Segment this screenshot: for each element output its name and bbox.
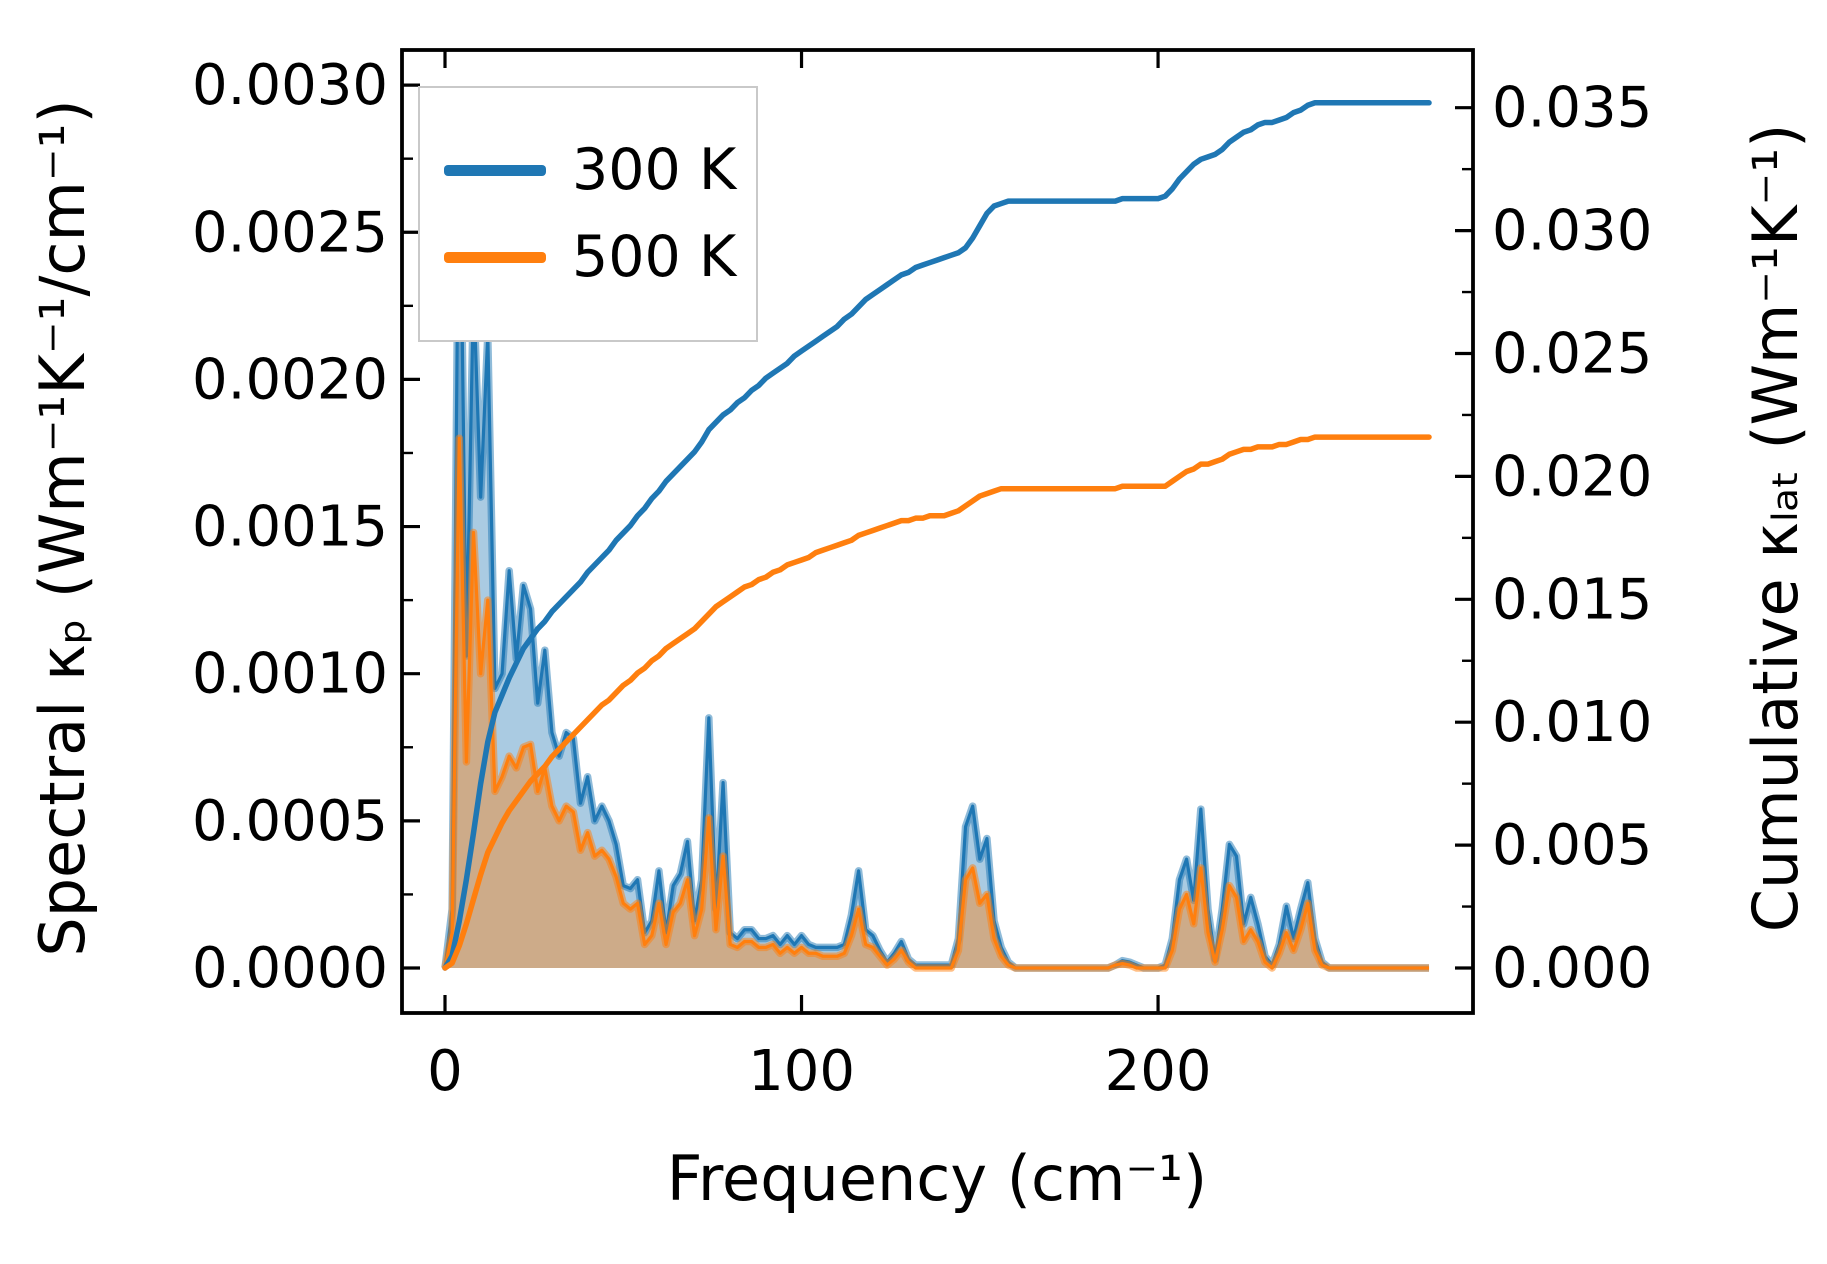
spectral-area-500k <box>445 438 1430 968</box>
y-left-tick-label: 0.0005 <box>192 789 388 854</box>
legend-swatch-300k-icon <box>444 165 546 176</box>
cumulative-line-300k <box>442 100 1432 971</box>
y-right-tick-label: 0.000 <box>1492 936 1652 1001</box>
y-left-axis-label: Spectral κₚ (Wm⁻¹K⁻¹/cm⁻¹) <box>26 99 99 956</box>
y-left-tick-label: 0.0015 <box>192 495 388 560</box>
plot-frame <box>400 48 1475 1015</box>
y-left-tick-label: 0.0020 <box>192 347 388 412</box>
legend: 300 K 500 K <box>418 86 758 342</box>
spectral-area-300k <box>445 105 1430 969</box>
legend-label-500k: 500 K <box>572 224 737 290</box>
y-right-tick-label: 0.025 <box>1492 322 1652 387</box>
legend-label-300k: 300 K <box>572 137 737 203</box>
y-left-tick-label: 0.0030 <box>192 53 388 118</box>
y-left-tick-label: 0.0025 <box>192 200 388 265</box>
y-right-tick-label: 0.010 <box>1492 690 1652 755</box>
y-left-tick-label: 0.0010 <box>192 642 388 707</box>
plot-border <box>400 48 1475 1015</box>
y-left-tick-label: 0.0000 <box>192 936 388 1001</box>
y-right-axis-label: Cumulative κₗₐₜ (Wm⁻¹K⁻¹) <box>1739 124 1812 933</box>
spectral-edge-500k <box>443 436 1430 970</box>
y-right-tick-label: 0.005 <box>1492 813 1652 878</box>
legend-item-300k: 300 K <box>444 142 756 199</box>
plot-data-layer <box>441 100 1432 972</box>
axis-ticks <box>402 50 1473 1013</box>
x-axis-label: Frequency (cm⁻¹) <box>667 1142 1207 1215</box>
y-right-tick-label: 0.015 <box>1492 567 1652 632</box>
y-right-tick-label: 0.035 <box>1492 76 1652 141</box>
legend-item-500k: 500 K <box>444 229 756 286</box>
x-tick-label: 200 <box>1105 1039 1212 1104</box>
x-tick-label: 0 <box>427 1039 463 1104</box>
y-right-tick-label: 0.020 <box>1492 444 1652 509</box>
y-right-tick-label: 0.030 <box>1492 199 1652 264</box>
axis-tick-labels: 0 100 200 0.0000 0.0005 0.0010 0.0015 0.0020 0.0… <box>192 53 1652 1104</box>
cumulative-line-500k <box>442 434 1432 971</box>
x-tick-label: 100 <box>748 1039 855 1104</box>
legend-swatch-500k-icon <box>444 252 546 263</box>
